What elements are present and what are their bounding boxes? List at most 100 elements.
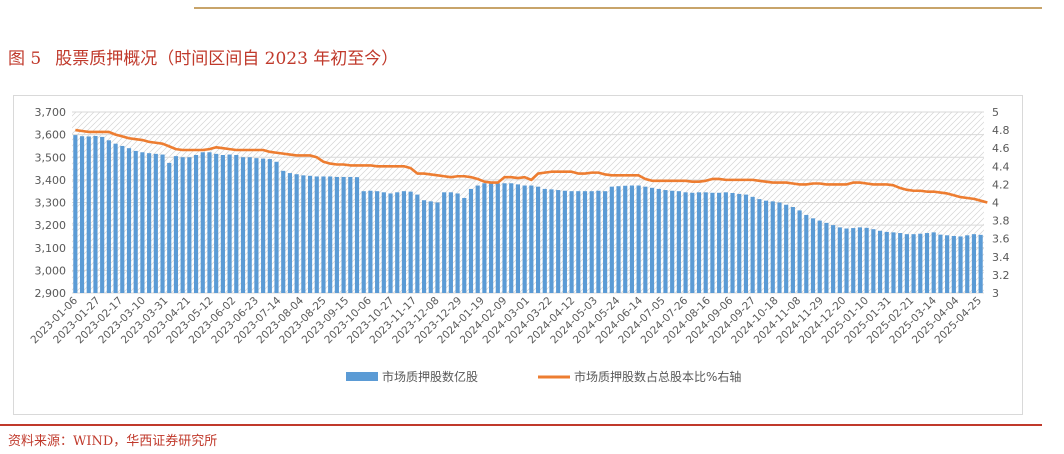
right-axis-tick-label: 4.6 <box>992 142 1010 155</box>
bar <box>891 232 896 293</box>
bar <box>743 194 749 293</box>
bar <box>193 154 199 293</box>
bar <box>140 152 145 293</box>
bar <box>341 176 346 293</box>
bar <box>770 201 775 293</box>
bar <box>777 202 782 293</box>
bar <box>931 232 936 293</box>
bar <box>368 190 373 293</box>
bar <box>582 191 588 293</box>
pledge-chart: 2,900 3,000 3,100 3,200 3,300 3,400 3,500 3,600… <box>28 106 1010 384</box>
bar <box>281 170 286 293</box>
bar <box>448 192 453 293</box>
bar <box>978 234 983 293</box>
pledge-ratio-line <box>75 128 988 204</box>
bar <box>180 157 185 293</box>
bar <box>307 175 313 293</box>
bar <box>831 225 836 293</box>
bar <box>596 190 601 293</box>
bar <box>381 192 386 293</box>
bar <box>113 143 118 293</box>
bar <box>348 176 353 293</box>
bar <box>784 204 789 293</box>
figure-title-text: 股票质押概况（时间区间自 2023 年初至今） <box>55 49 399 69</box>
bar <box>147 153 152 293</box>
bar <box>911 234 916 293</box>
bar <box>133 150 138 293</box>
bar <box>556 190 561 293</box>
bar <box>797 210 802 293</box>
bar <box>569 191 574 293</box>
bar <box>126 148 132 293</box>
left-axis-tick-label: 3,500 <box>35 151 67 164</box>
bar <box>810 218 816 293</box>
right-axis-tick-label: 4.8 <box>992 124 1010 137</box>
bar <box>207 152 212 293</box>
left-axis-tick-label: 3,000 <box>35 264 67 277</box>
left-axis-tick-label: 3,200 <box>35 219 67 232</box>
bar <box>763 200 769 293</box>
bar <box>435 202 440 293</box>
right-axis-tick-label: 4.2 <box>992 178 1010 191</box>
bar <box>683 192 688 293</box>
bar <box>529 185 534 293</box>
bar <box>408 191 413 293</box>
bar <box>690 192 695 293</box>
right-axis-tick-label: 3.6 <box>992 233 1010 246</box>
bar <box>321 176 326 293</box>
bar <box>274 161 279 293</box>
bar <box>562 190 567 293</box>
bar <box>616 186 621 293</box>
top-rule <box>194 7 1042 9</box>
right-axis-tick-label: 4.4 <box>992 160 1010 173</box>
left-axis-tick-label: 3,100 <box>35 242 67 255</box>
bar <box>187 157 192 293</box>
bar <box>522 185 527 293</box>
bar <box>234 154 239 293</box>
bar <box>375 191 380 293</box>
bar <box>421 200 427 293</box>
bar <box>871 229 876 293</box>
bar <box>643 186 648 293</box>
left-axis-tick-label: 3,300 <box>35 197 67 210</box>
bar <box>656 188 661 293</box>
bar <box>603 191 608 293</box>
bar <box>864 227 869 293</box>
bar <box>837 227 842 293</box>
bar <box>388 193 393 293</box>
left-axis-tick-label: 3,600 <box>35 129 67 142</box>
left-axis-tick-label: 3,700 <box>35 106 67 119</box>
left-axis-tick-label: 3,400 <box>35 174 67 187</box>
bar <box>945 235 950 293</box>
bar <box>629 185 635 293</box>
bar <box>173 156 179 293</box>
bar <box>717 192 722 293</box>
bar <box>649 187 655 293</box>
bar <box>200 152 205 293</box>
bar <box>965 235 970 293</box>
bar <box>515 184 521 293</box>
bar <box>73 135 78 293</box>
bar <box>294 174 299 293</box>
bar <box>93 135 98 293</box>
bar <box>737 193 742 293</box>
bar <box>475 185 480 293</box>
bar <box>328 176 333 293</box>
bar <box>918 233 923 293</box>
legend-swatch-bar <box>346 372 378 381</box>
bar <box>817 220 822 293</box>
bar <box>898 233 903 293</box>
bar <box>663 190 668 293</box>
bar <box>549 189 554 293</box>
bar <box>857 227 863 293</box>
bar <box>267 159 272 293</box>
figure-title: 图 5 股票质押概况（时间区间自 2023 年初至今） <box>8 44 398 69</box>
bar <box>971 234 977 293</box>
bar <box>100 136 105 293</box>
bar <box>609 186 614 293</box>
bar <box>220 154 225 293</box>
bar <box>247 157 252 293</box>
bar <box>750 196 755 293</box>
bar <box>509 183 514 293</box>
bar <box>676 191 681 293</box>
